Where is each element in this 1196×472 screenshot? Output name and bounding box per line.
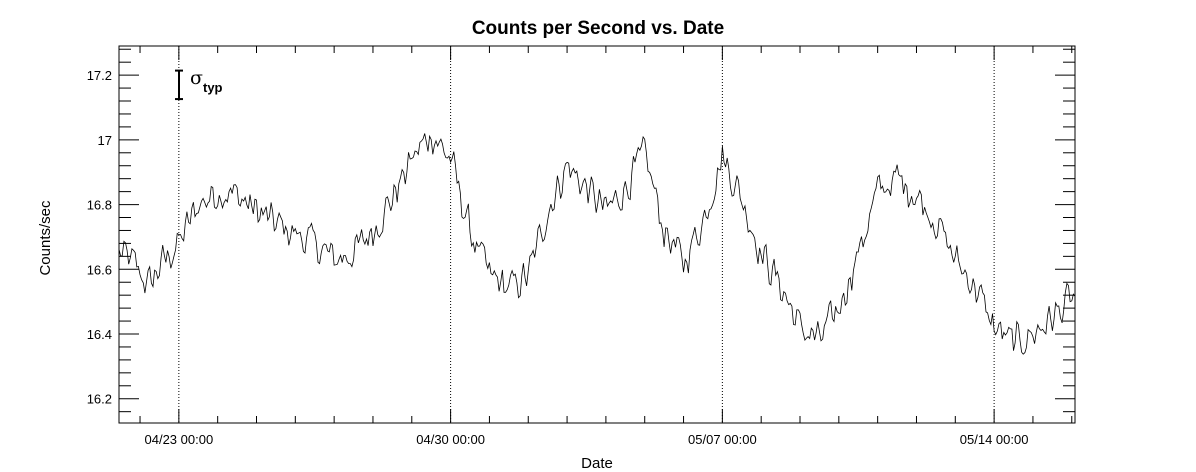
y-tick-label: 16.6 — [87, 262, 112, 277]
series-line — [118, 133, 1076, 355]
plot-frame — [118, 45, 1076, 424]
sigma-subscript: typ — [203, 80, 223, 95]
series-layer — [118, 133, 1076, 355]
x-tick-label: 05/07 00:00 — [688, 432, 757, 447]
y-tick-label: 16.2 — [87, 392, 112, 407]
y-axis-title: Counts/sec — [37, 200, 54, 276]
x-tick-label: 04/23 00:00 — [145, 432, 214, 447]
sigma-symbol: σ — [190, 67, 203, 89]
y-tick-label: 17.2 — [87, 68, 112, 83]
x-tick-label: 04/30 00:00 — [416, 432, 485, 447]
y-tick-label: 16.4 — [87, 327, 112, 342]
sigma-annotation: σ typ — [175, 67, 223, 101]
chart-title: Counts per Second vs. Date — [472, 18, 724, 39]
x-grid-lines — [178, 46, 995, 423]
y-tick-label: 16.8 — [87, 198, 112, 213]
y-axis-ticks: 16.2 16.4 16.6 16.8 17 17.2 — [87, 48, 1075, 413]
x-axis-title: Date — [581, 455, 613, 472]
x-axis-ticks: 04/23 00:00 04/30 00:00 05/07 00:00 05/14 0… — [139, 46, 1073, 447]
y-tick-label: 17 — [98, 133, 112, 148]
x-tick-label: 05/14 00:00 — [960, 432, 1029, 447]
